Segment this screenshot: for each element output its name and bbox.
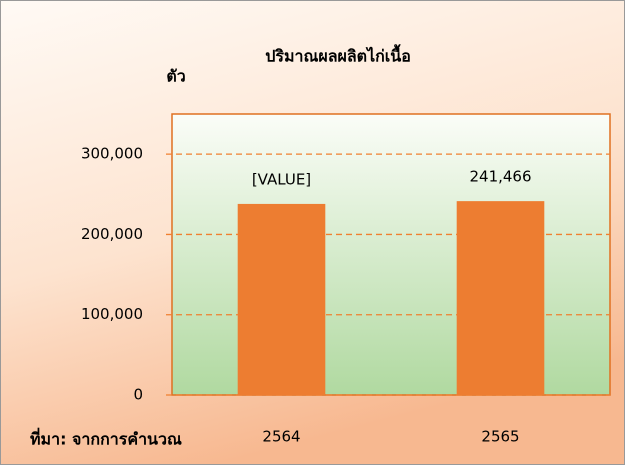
- source-note: ที่มา: จากการคำนวณ: [30, 428, 182, 449]
- y-axis-label: ตัว: [166, 67, 185, 86]
- chart-title: ปริมาณผลผลิตไก่เนื้อ: [265, 44, 411, 66]
- y-tick-label: 300,000: [81, 145, 143, 163]
- x-tick-label: 2564: [262, 428, 300, 446]
- x-tick-label: 2565: [481, 428, 519, 446]
- data-label: 241,466: [469, 168, 531, 186]
- bar: [237, 203, 326, 395]
- y-tick-label: 100,000: [81, 305, 143, 323]
- bar: [456, 201, 545, 395]
- y-tick-label: 0: [133, 386, 143, 404]
- y-tick-label: 200,000: [81, 225, 143, 243]
- data-label: [VALUE]: [252, 170, 311, 188]
